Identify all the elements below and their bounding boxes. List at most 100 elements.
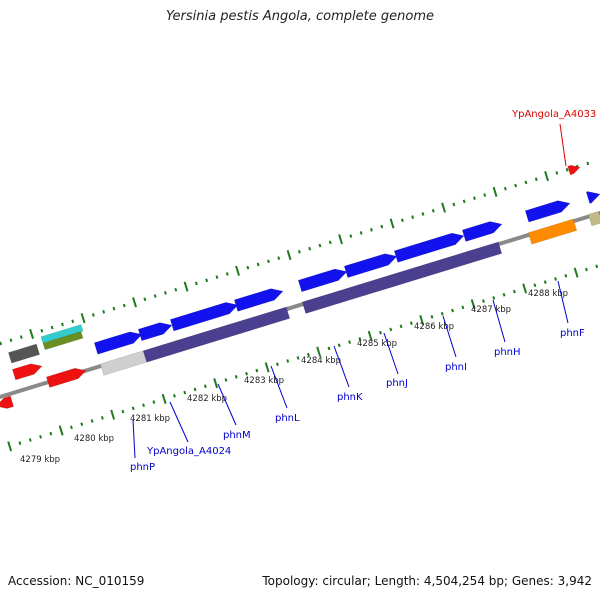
tick-mark — [70, 425, 73, 430]
gene-label: phnJ — [386, 378, 408, 389]
gene-feature — [12, 363, 43, 381]
tick-mark — [461, 305, 465, 310]
gene-feature — [0, 395, 14, 409]
scale-label: 4281 kbp — [130, 414, 170, 424]
tick-mark — [441, 202, 446, 213]
tick-mark — [380, 224, 384, 229]
scale-label: 4285 kbp — [357, 339, 397, 349]
gene-feature — [301, 286, 355, 314]
tick-mark — [400, 218, 404, 223]
tick-mark — [389, 218, 395, 229]
tick-mark — [19, 335, 23, 339]
gene-feature — [527, 218, 578, 245]
label-leader-line — [333, 345, 350, 388]
tick-mark — [440, 311, 444, 316]
label-leader-line — [270, 365, 288, 409]
tick-mark — [276, 362, 279, 367]
gene-feature — [137, 322, 173, 342]
gene-feature — [524, 200, 571, 223]
gene-feature — [233, 288, 284, 312]
tick-mark — [203, 384, 207, 389]
tick-mark — [183, 281, 189, 292]
tick-mark — [286, 249, 292, 261]
tick-mark — [338, 234, 343, 245]
tick-mark — [296, 356, 300, 360]
tick-mark — [50, 325, 54, 330]
tick-mark — [100, 416, 104, 420]
tick-mark — [451, 308, 454, 313]
scale-label: 4287 kbp — [471, 305, 511, 315]
tick-mark — [348, 340, 351, 344]
tick-mark — [286, 359, 290, 363]
tick-mark — [164, 291, 167, 295]
tick-mark — [71, 319, 75, 324]
tick-mark — [409, 321, 413, 325]
scale-label: 4279 kbp — [20, 455, 60, 465]
tick-mark — [234, 375, 238, 379]
gene-feature — [461, 221, 503, 242]
tick-mark — [419, 314, 425, 326]
tick-mark — [58, 425, 64, 436]
gene-labels: phnP YpAngola_A4024 phnM phnL phnK phnJ phnI ph… — [130, 109, 596, 473]
tick-mark — [61, 322, 64, 327]
tick-mark — [215, 275, 219, 279]
inner-tick-track — [7, 264, 599, 452]
tick-mark — [430, 315, 434, 319]
gene-feature — [567, 164, 581, 176]
tick-mark — [473, 196, 476, 201]
tick-mark — [225, 272, 229, 276]
tick-mark — [555, 171, 559, 175]
label-leader-line — [492, 299, 506, 343]
tick-mark — [492, 186, 498, 197]
tick-mark — [492, 296, 496, 300]
tick-mark — [399, 324, 403, 329]
tick-mark — [143, 297, 147, 302]
tick-mark — [389, 327, 393, 332]
scale-labels: 4279 kbp 4280 kbp 4281 kbp 4282 kbp 4283 kbp… — [20, 289, 568, 465]
gene-feature — [585, 191, 600, 204]
label-leader-line — [383, 332, 399, 375]
genome-summary-text: Topology: circular; Length: 4,504,254 bp… — [262, 574, 592, 588]
tick-mark — [522, 283, 528, 294]
tick-mark — [306, 352, 310, 357]
tick-mark — [193, 387, 197, 392]
gene-feature — [343, 253, 398, 279]
tick-mark — [102, 310, 106, 314]
gene-feature — [42, 331, 84, 351]
tick-mark — [452, 202, 456, 207]
tick-mark — [297, 250, 301, 254]
gene-feature — [297, 268, 348, 293]
tick-mark — [308, 246, 312, 251]
gene-feature — [40, 324, 84, 344]
label-leader-line — [217, 383, 237, 426]
tick-mark — [483, 193, 487, 197]
gene-label: phnK — [337, 392, 363, 403]
tick-mark — [205, 278, 209, 283]
tick-mark — [379, 330, 382, 335]
scale-label: 4284 kbp — [301, 356, 341, 366]
tick-mark — [121, 409, 125, 414]
tick-mark — [29, 328, 34, 339]
tick-mark — [153, 294, 157, 298]
tick-mark — [91, 313, 95, 317]
tick-mark — [174, 287, 178, 292]
tick-mark — [245, 371, 248, 376]
tick-mark — [112, 306, 116, 311]
tick-mark — [349, 234, 353, 238]
tick-mark — [40, 328, 44, 333]
tick-mark — [255, 368, 259, 373]
gene-features — [0, 164, 600, 409]
tick-mark — [28, 438, 32, 442]
tick-mark — [142, 403, 145, 408]
tick-mark — [235, 265, 240, 276]
tick-mark — [224, 378, 228, 382]
tick-mark — [246, 265, 250, 270]
scale-label: 4280 kbp — [74, 434, 114, 444]
tick-mark — [337, 343, 341, 348]
gene-feature — [467, 241, 503, 264]
tick-mark — [183, 390, 187, 395]
label-leader-line — [559, 123, 567, 167]
tick-mark — [573, 267, 579, 278]
tick-mark — [585, 267, 588, 272]
tick-mark — [152, 400, 156, 404]
